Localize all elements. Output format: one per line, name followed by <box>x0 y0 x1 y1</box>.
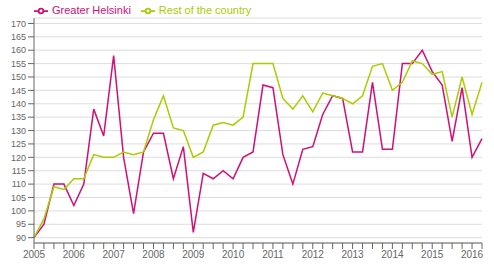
svg-text:2011: 2011 <box>262 249 284 260</box>
svg-text:170: 170 <box>11 19 26 29</box>
svg-text:100: 100 <box>11 206 26 216</box>
svg-text:105: 105 <box>11 193 26 203</box>
svg-text:135: 135 <box>11 112 26 122</box>
html-text:Rest of the country: Rest of the country <box>158 4 252 16</box>
svg-text:2009: 2009 <box>182 249 205 260</box>
svg-text:155: 155 <box>11 59 26 69</box>
svg-text:165: 165 <box>11 32 26 42</box>
svg-text:130: 130 <box>11 126 26 136</box>
svg-text:2010: 2010 <box>222 249 245 260</box>
svg-text:115: 115 <box>12 166 26 176</box>
svg-text:2014: 2014 <box>381 249 404 260</box>
svg-text:2008: 2008 <box>142 249 165 260</box>
svg-text:2013: 2013 <box>341 249 364 260</box>
svg-text:90: 90 <box>16 233 26 243</box>
svg-text:110: 110 <box>12 179 26 189</box>
svg-text:2016: 2016 <box>461 249 484 260</box>
svg-text:160: 160 <box>11 45 26 55</box>
svg-text:140: 140 <box>11 99 26 109</box>
svg-text:2012: 2012 <box>302 249 325 260</box>
svg-text:125: 125 <box>11 139 26 149</box>
svg-text:2007: 2007 <box>103 249 126 260</box>
svg-text:2015: 2015 <box>421 249 444 260</box>
svg-text:2005: 2005 <box>23 249 46 260</box>
svg-text:120: 120 <box>11 153 26 163</box>
svg-text:150: 150 <box>11 72 26 82</box>
html-text:Greater Helsinki: Greater Helsinki <box>52 4 131 16</box>
svg-text:95: 95 <box>16 219 26 229</box>
svg-text:2006: 2006 <box>63 249 86 260</box>
svg-text:145: 145 <box>11 86 26 96</box>
